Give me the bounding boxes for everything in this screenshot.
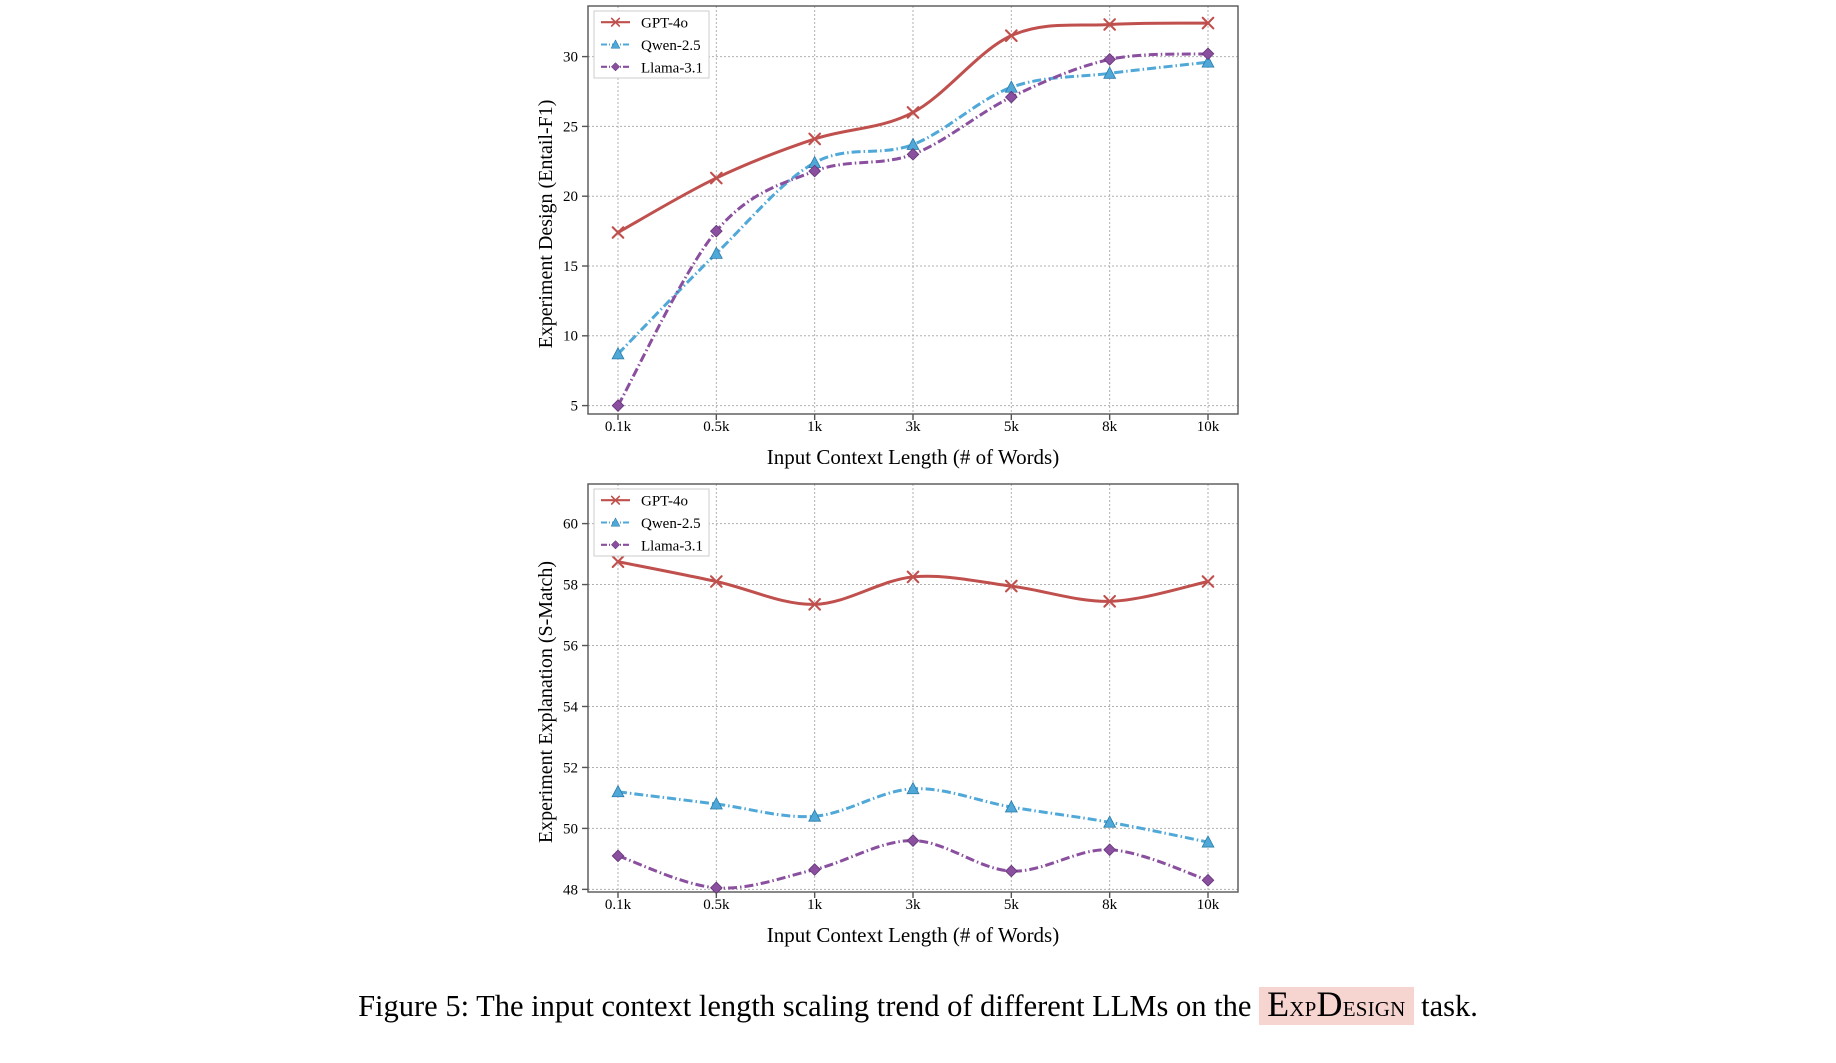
svg-text:1k: 1k [807, 419, 823, 435]
svg-text:10k: 10k [1197, 419, 1220, 435]
svg-text:5: 5 [571, 399, 579, 415]
svg-text:30: 30 [563, 50, 578, 66]
svg-text:20: 20 [563, 189, 578, 205]
svg-text:GPT-4o: GPT-4o [641, 16, 688, 32]
svg-text:58: 58 [563, 578, 578, 594]
svg-text:50: 50 [563, 821, 578, 837]
svg-text:Input Context Length (# of Wor: Input Context Length (# of Words) [767, 445, 1059, 469]
svg-text:0.1k: 0.1k [605, 897, 632, 913]
svg-text:0.1k: 0.1k [605, 419, 632, 435]
svg-text:15: 15 [563, 259, 578, 275]
svg-text:8k: 8k [1102, 419, 1118, 435]
svg-text:48: 48 [563, 882, 578, 898]
svg-text:1k: 1k [807, 897, 823, 913]
svg-text:3k: 3k [906, 419, 922, 435]
svg-text:25: 25 [563, 119, 578, 135]
svg-text:Qwen-2.5: Qwen-2.5 [641, 38, 701, 54]
svg-text:10: 10 [563, 329, 578, 345]
svg-text:0.5k: 0.5k [703, 897, 730, 913]
svg-text:54: 54 [563, 699, 579, 715]
svg-text:56: 56 [563, 639, 579, 655]
svg-text:Qwen-2.5: Qwen-2.5 [641, 516, 701, 532]
svg-text:0.5k: 0.5k [703, 419, 730, 435]
svg-text:8k: 8k [1102, 897, 1118, 913]
svg-text:10k: 10k [1197, 897, 1220, 913]
svg-text:5k: 5k [1004, 897, 1020, 913]
svg-text:60: 60 [563, 517, 578, 533]
svg-text:Experiment Explanation (S-Matc: Experiment Explanation (S-Match) [535, 561, 557, 843]
svg-text:52: 52 [563, 760, 578, 776]
svg-text:5k: 5k [1004, 419, 1020, 435]
svg-text:GPT-4o: GPT-4o [641, 494, 688, 510]
svg-text:Llama-3.1: Llama-3.1 [641, 538, 703, 554]
svg-text:Llama-3.1: Llama-3.1 [641, 60, 703, 76]
svg-text:3k: 3k [906, 897, 922, 913]
svg-text:Experiment Design (Entail-F1): Experiment Design (Entail-F1) [535, 100, 557, 349]
svg-text:Input Context Length (# of Wor: Input Context Length (# of Words) [767, 923, 1059, 947]
